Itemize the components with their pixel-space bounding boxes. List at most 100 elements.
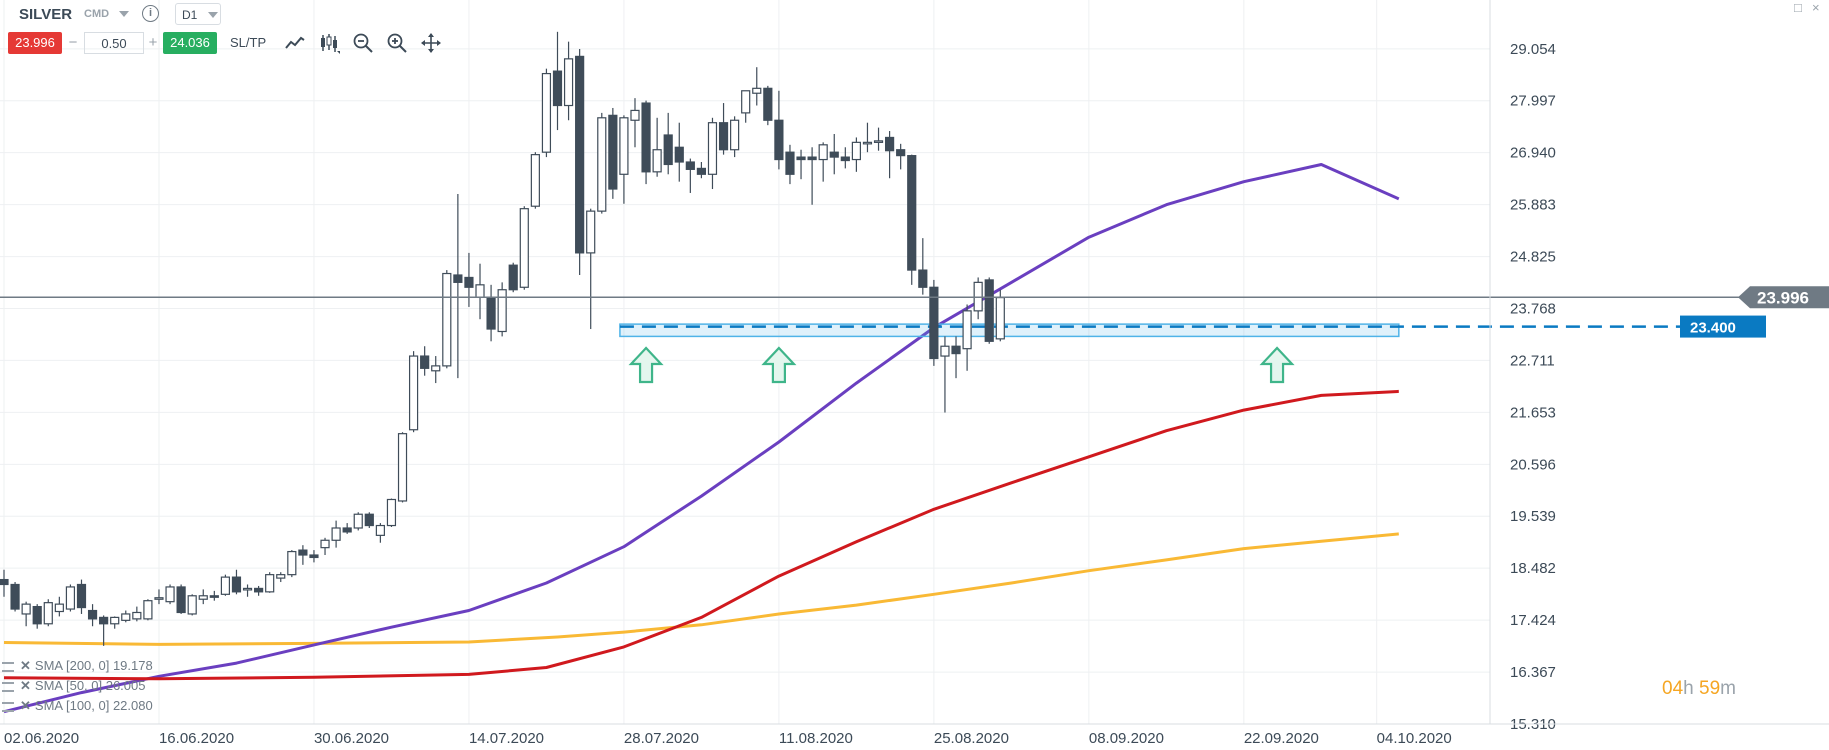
candle-bearish [696, 167, 707, 175]
x-tick-label: 25.08.2020 [934, 730, 1009, 747]
candle-bearish [663, 134, 673, 166]
candle-bullish [43, 602, 53, 625]
x-tick-label: 02.06.2020 [4, 730, 79, 747]
candle-bullish [630, 109, 640, 121]
close-icon[interactable]: ✕ [20, 698, 31, 713]
candle-bearish [641, 102, 651, 173]
minimize-icon[interactable]: □ [1794, 0, 1802, 15]
y-tick-label: 16.367 [1510, 664, 1556, 681]
close-icon[interactable]: ✕ [20, 678, 31, 693]
candle-bullish [331, 527, 341, 541]
close-icon[interactable]: × [1812, 0, 1820, 15]
candle-bullish [475, 284, 485, 298]
line-chart-icon[interactable] [284, 32, 306, 54]
candle-bearish [309, 554, 319, 559]
candle-bearish [674, 146, 684, 163]
candle-bullish [541, 72, 552, 153]
price-lines: 23.996 23.400 [0, 286, 1829, 338]
candle-bullish [862, 141, 873, 145]
candlestick-chart-icon[interactable] [318, 32, 340, 54]
candle-bearish [298, 549, 308, 556]
candle-bearish [774, 119, 784, 161]
candle-bearish [763, 87, 773, 121]
info-icon[interactable]: i [142, 5, 159, 22]
zoom-out-icon[interactable] [352, 32, 374, 54]
timer-minutes-unit: m [1720, 678, 1736, 699]
candle-bullish [375, 524, 385, 536]
candle-bearish [552, 70, 563, 107]
legend-sma-50[interactable]: ✕ SMA [50, 0] 26.005 [2, 678, 145, 694]
chevron-down-icon[interactable] [119, 11, 129, 17]
candle-bearish [87, 609, 98, 620]
chart-toolbar: SILVER CMD i D1 23.996 − 0.50 + 24.036 S… [0, 0, 700, 60]
legend-sma-200[interactable]: ✕ SMA [200, 0] 19.178 [2, 658, 153, 674]
candle-bullish [408, 355, 419, 431]
market-type[interactable]: CMD [84, 8, 110, 20]
candle-bullish [276, 574, 286, 579]
candle-bearish [840, 156, 850, 162]
current-price-label: 23.996 [1757, 288, 1809, 307]
candle-bullish [652, 149, 662, 173]
volume-increase-button[interactable]: + [148, 34, 158, 51]
zoom-in-icon[interactable] [386, 32, 408, 54]
candle-bearish [608, 114, 618, 190]
y-tick-label: 23.768 [1510, 300, 1556, 317]
y-tick-label: 25.883 [1510, 197, 1556, 214]
timer-hours: 04 [1662, 678, 1684, 699]
timer-minutes: 59 [1699, 678, 1721, 699]
candle-countdown: 04h 59m [1662, 678, 1736, 700]
up-arrow-icon [1259, 346, 1295, 384]
settings-icon[interactable] [2, 681, 14, 692]
candle-bearish [829, 151, 839, 158]
move-icon[interactable] [420, 32, 442, 54]
candle-bearish [209, 595, 219, 598]
y-tick-label: 19.539 [1510, 508, 1556, 525]
candle-bullish [397, 433, 408, 502]
candle-bearish [685, 161, 695, 170]
moving-averages [3, 163, 1400, 714]
candle-bullish [707, 122, 718, 175]
candle-bullish [132, 611, 142, 620]
legend-label: SMA [100, 0] 22.080 [34, 698, 153, 713]
chevron-down-icon[interactable] [208, 12, 218, 18]
candle-bullish [586, 210, 596, 254]
candle-bullish [530, 154, 540, 207]
sma-200-line [3, 532, 1399, 646]
candle-bullish [597, 117, 607, 212]
candle-bearish [896, 149, 906, 157]
candle-bearish [10, 583, 20, 610]
volume-input[interactable]: 0.50 [84, 32, 144, 54]
buy-button[interactable]: 24.036 [163, 32, 217, 54]
y-tick-label: 24.825 [1510, 249, 1556, 266]
candle-bearish [486, 297, 496, 330]
symbol-name[interactable]: SILVER [19, 6, 73, 23]
close-icon[interactable]: ✕ [20, 658, 31, 673]
candle-bullish [21, 603, 31, 615]
candle-bearish [575, 55, 585, 254]
volume-decrease-button[interactable]: − [68, 34, 78, 51]
candle-bearish [364, 513, 374, 527]
timeframe-select[interactable]: D1 [175, 3, 221, 25]
sell-button[interactable]: 23.996 [8, 32, 62, 54]
candle-bearish [718, 122, 729, 151]
legend-label: SMA [200, 0] 19.178 [34, 658, 153, 673]
candle-bullish [851, 141, 861, 161]
x-tick-label: 08.09.2020 [1089, 730, 1164, 747]
legend-sma-100[interactable]: ✕ SMA [100, 0] 22.080 [2, 698, 153, 714]
current-price-tag [1738, 286, 1829, 309]
x-tick-label: 16.06.2020 [159, 730, 234, 747]
settings-icon[interactable] [2, 661, 14, 672]
candle-bullish [165, 586, 175, 603]
candle-bearish [785, 151, 795, 175]
candle-bullish [110, 616, 120, 625]
candle-bullish [519, 208, 529, 288]
candle-bullish [220, 576, 230, 595]
y-tick-label: 29.054 [1510, 41, 1556, 58]
candle-bearish [907, 155, 917, 271]
candle-bullish [353, 513, 363, 529]
candle-bullish [154, 597, 164, 600]
candle-bullish [752, 87, 762, 94]
sltp-button[interactable]: SL/TP [230, 35, 267, 50]
settings-icon[interactable] [2, 701, 14, 712]
